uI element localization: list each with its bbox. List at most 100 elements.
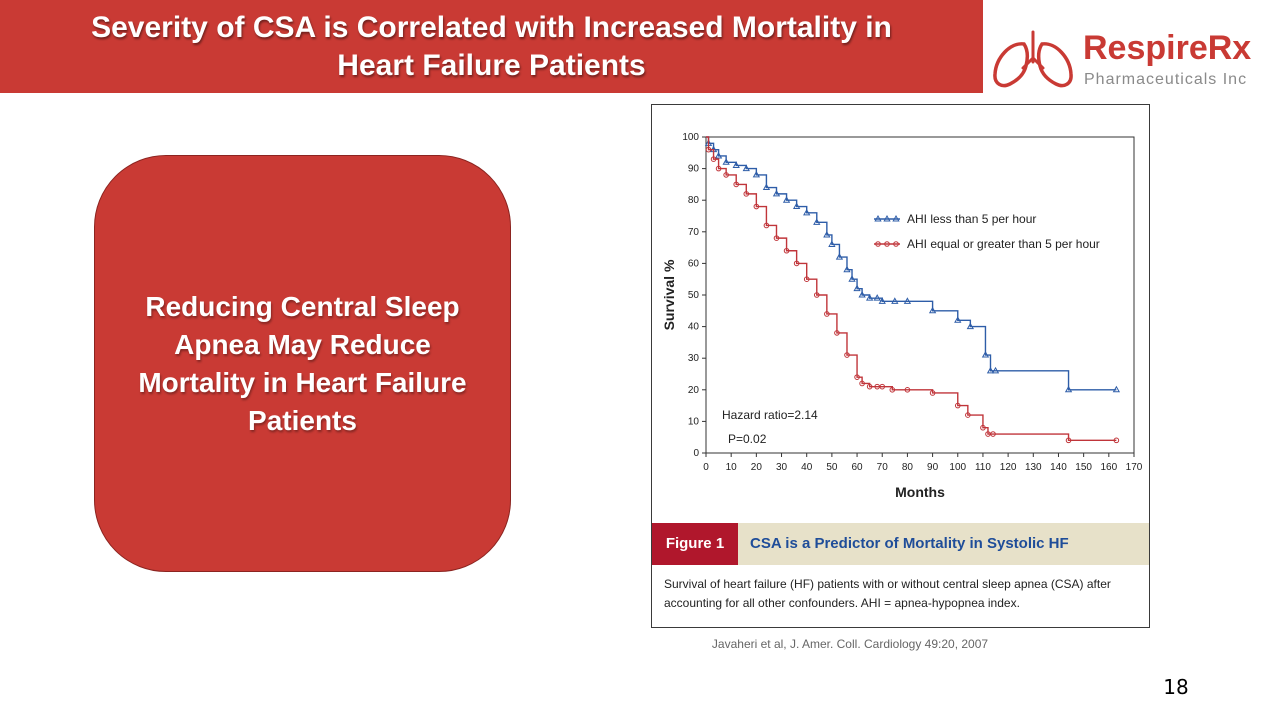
figure-label: Figure 1 (652, 523, 738, 565)
data-point (715, 165, 722, 172)
y-tick-label: 40 (688, 322, 700, 333)
data-point (843, 265, 851, 273)
legend-marker (893, 241, 899, 247)
data-point (732, 161, 740, 168)
lungs-icon (993, 30, 1073, 88)
legend-marker (892, 214, 900, 222)
plot-frame (705, 136, 1135, 454)
data-point (986, 366, 995, 374)
data-point (965, 412, 971, 418)
data-point (865, 294, 874, 301)
data-point (834, 330, 840, 336)
data-point (1112, 385, 1121, 393)
x-tick-label: 140 (1050, 462, 1067, 473)
x-tick-label: 60 (851, 462, 863, 473)
data-point (743, 191, 750, 197)
key-message-callout: Reducing Central Sleep Apnea May Reduce … (94, 155, 511, 572)
data-point (824, 311, 830, 317)
data-point (792, 202, 801, 210)
x-tick-label: 80 (902, 462, 914, 473)
data-point (954, 316, 962, 323)
data-point (990, 431, 996, 437)
x-tick-label: 170 (1126, 462, 1143, 473)
data-point (854, 374, 860, 380)
data-point (733, 181, 740, 188)
figure-caption: Survival of heart failure (HF) patients … (664, 577, 1111, 610)
data-point (904, 387, 911, 393)
x-tick-label: 50 (826, 462, 838, 473)
data-point (879, 383, 886, 390)
y-tick-label: 10 (688, 416, 700, 427)
data-point (891, 297, 899, 304)
data-point (782, 196, 791, 203)
slide-title-line-1: Severity of CSA is Correlated with Incre… (91, 10, 892, 44)
data-point (954, 402, 961, 409)
data-point (823, 230, 831, 238)
company-logo: RespireRx Pharmaceuticals Inc (988, 28, 1278, 90)
x-tick-label: 150 (1075, 462, 1092, 473)
data-point (813, 292, 820, 298)
y-tick-label: 90 (688, 164, 700, 175)
legend-marker (883, 214, 891, 222)
data-point (866, 383, 873, 390)
data-point (858, 290, 866, 298)
hazard-ratio-annotation: Hazard ratio=2.14 (722, 408, 818, 422)
data-point (783, 247, 790, 254)
data-point (722, 158, 730, 165)
data-point (1064, 385, 1073, 393)
data-point (889, 387, 896, 393)
y-tick-label: 30 (688, 353, 700, 364)
x-tick-label: 160 (1100, 462, 1117, 473)
logo-name: RespireRx (1083, 29, 1252, 67)
slide-title-line-2: Heart Failure Patients (337, 48, 646, 82)
data-point (773, 235, 780, 241)
x-tick-label: 70 (877, 462, 889, 473)
x-tick-label: 20 (751, 462, 763, 473)
x-tick-label: 10 (726, 462, 738, 473)
series-line-1 (706, 136, 1117, 391)
data-point (803, 208, 811, 216)
study-figure: 0 10 20 30 40 50 60 70 80 90 100 110 120 130 140 150 160… (651, 104, 1150, 628)
x-tick-label: 130 (1025, 462, 1042, 473)
data-point (793, 260, 800, 267)
x-tick-label: 110 (975, 462, 991, 473)
logo-subtitle: Pharmaceuticals Inc (1084, 71, 1248, 88)
survival-chart: 0 10 20 30 40 50 60 70 80 90 100 110 120 130 140 150 160… (661, 132, 1143, 500)
legend-marker (884, 241, 890, 247)
y-axis-label: Survival % (661, 259, 677, 330)
citation: Javaheri et al, J. Amer. Coll. Cardiolog… (711, 637, 989, 651)
data-point (714, 151, 723, 159)
data-point (742, 164, 750, 172)
data-point (844, 352, 850, 358)
data-point (981, 351, 990, 358)
data-point (878, 297, 886, 304)
figure-title-bar: Figure 1 CSA is a Predictor of Mortality… (652, 523, 1149, 565)
p-value-annotation: P=0.02 (728, 432, 767, 446)
data-point (828, 240, 836, 247)
page-number: 18 (1163, 675, 1189, 699)
data-point (848, 275, 856, 282)
legend-marker (875, 241, 881, 247)
data-point (991, 366, 1000, 374)
x-tick-label: 0 (703, 462, 709, 473)
x-tick-label: 90 (927, 462, 939, 473)
slide-title: Severity of CSA is Correlated with Incre… (0, 0, 983, 93)
data-point (966, 322, 975, 330)
data-point (762, 183, 771, 191)
data-point (705, 146, 712, 153)
data-point (1113, 437, 1120, 444)
y-tick-label: 80 (688, 195, 700, 206)
x-tick-label: 40 (801, 462, 813, 473)
data-point (853, 284, 861, 292)
data-point (929, 390, 936, 396)
y-tick-label: 20 (688, 385, 700, 396)
legend-marker (874, 214, 882, 222)
key-message-text: Reducing Central Sleep Apnea May Reduce … (138, 290, 467, 436)
x-tick-label: 30 (776, 462, 788, 473)
data-point (903, 297, 912, 304)
legend-label: AHI less than 5 per hour (907, 212, 1036, 226)
x-tick-label: 100 (949, 462, 966, 473)
legend-label: AHI equal or greater than 5 per hour (907, 237, 1100, 251)
y-tick-label: 60 (688, 258, 700, 269)
y-tick-label: 70 (688, 227, 700, 238)
